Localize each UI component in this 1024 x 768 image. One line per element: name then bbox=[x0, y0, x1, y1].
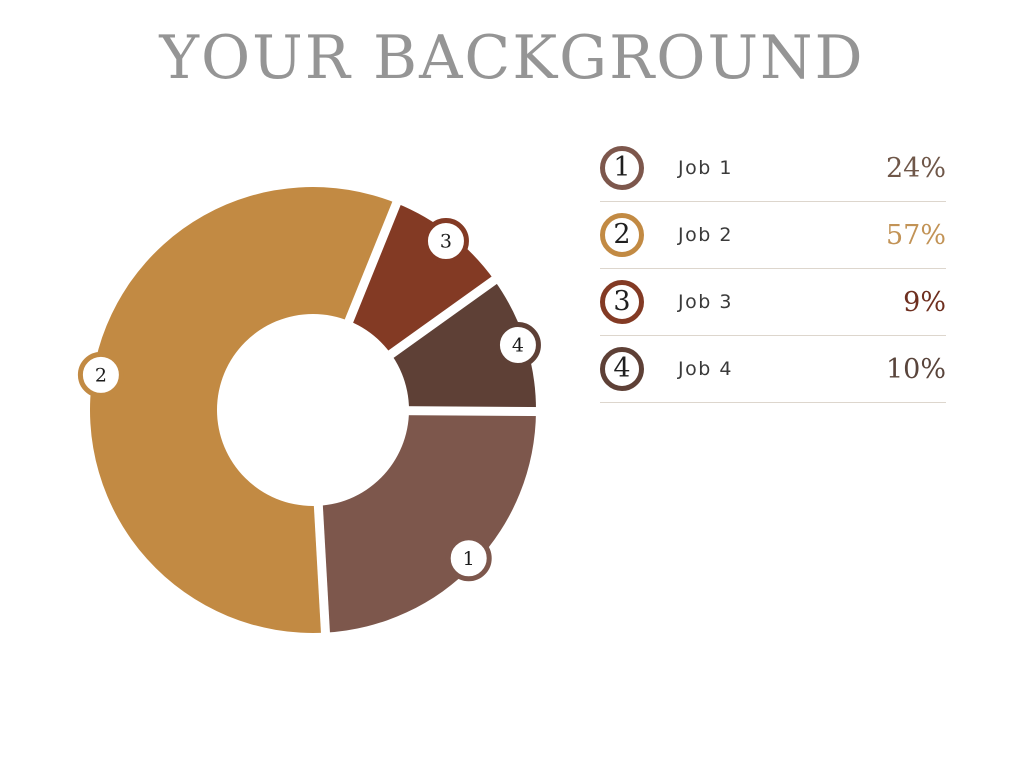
slice-badge-number: 3 bbox=[440, 231, 452, 253]
slice-badge-number: 1 bbox=[463, 548, 475, 570]
legend-number: 2 bbox=[613, 219, 631, 250]
legend-divider bbox=[600, 268, 946, 269]
legend-divider bbox=[600, 335, 946, 336]
legend-divider bbox=[600, 201, 946, 202]
legend-number: 1 bbox=[613, 152, 631, 183]
legend: 1 Job 1 24% 2 Job 2 57% 3 Job 3 9% 4 Job… bbox=[600, 135, 946, 403]
slice-badge-2 bbox=[77, 351, 124, 398]
legend-label: Job 4 bbox=[678, 358, 733, 380]
legend-value: 10% bbox=[885, 353, 946, 385]
legend-number-ring: 1 bbox=[600, 146, 644, 190]
legend-number: 4 bbox=[613, 353, 631, 384]
legend-value: 24% bbox=[885, 152, 946, 184]
legend-number-ring: 4 bbox=[600, 347, 644, 391]
donut-chart: 3 4 1 2 bbox=[33, 130, 593, 690]
legend-number-ring: 3 bbox=[600, 280, 644, 324]
donut-svg: 3 4 1 2 bbox=[77, 186, 552, 648]
legend-number-ring: 2 bbox=[600, 213, 644, 257]
slice-badge-1 bbox=[445, 535, 492, 582]
legend-item-job-2: 2 Job 2 57% bbox=[600, 202, 946, 268]
legend-number: 3 bbox=[613, 286, 631, 317]
legend-label: Job 2 bbox=[678, 224, 733, 246]
slice-badge-4 bbox=[494, 321, 541, 368]
legend-label: Job 1 bbox=[678, 157, 733, 179]
legend-value: 57% bbox=[885, 219, 946, 251]
donut-hole bbox=[217, 314, 409, 506]
slice-badge-3 bbox=[422, 218, 469, 265]
legend-label: Job 3 bbox=[678, 291, 733, 313]
legend-divider bbox=[600, 402, 946, 403]
chart-title: YOUR BACKGROUND bbox=[159, 23, 865, 93]
legend-item-job-3: 3 Job 3 9% bbox=[600, 269, 946, 335]
slice-badge-number: 4 bbox=[512, 334, 524, 356]
legend-item-job-1: 1 Job 1 24% bbox=[600, 135, 946, 201]
slice-badge-number: 2 bbox=[95, 364, 107, 386]
legend-item-job-4: 4 Job 4 10% bbox=[600, 336, 946, 402]
legend-value: 9% bbox=[903, 286, 946, 318]
